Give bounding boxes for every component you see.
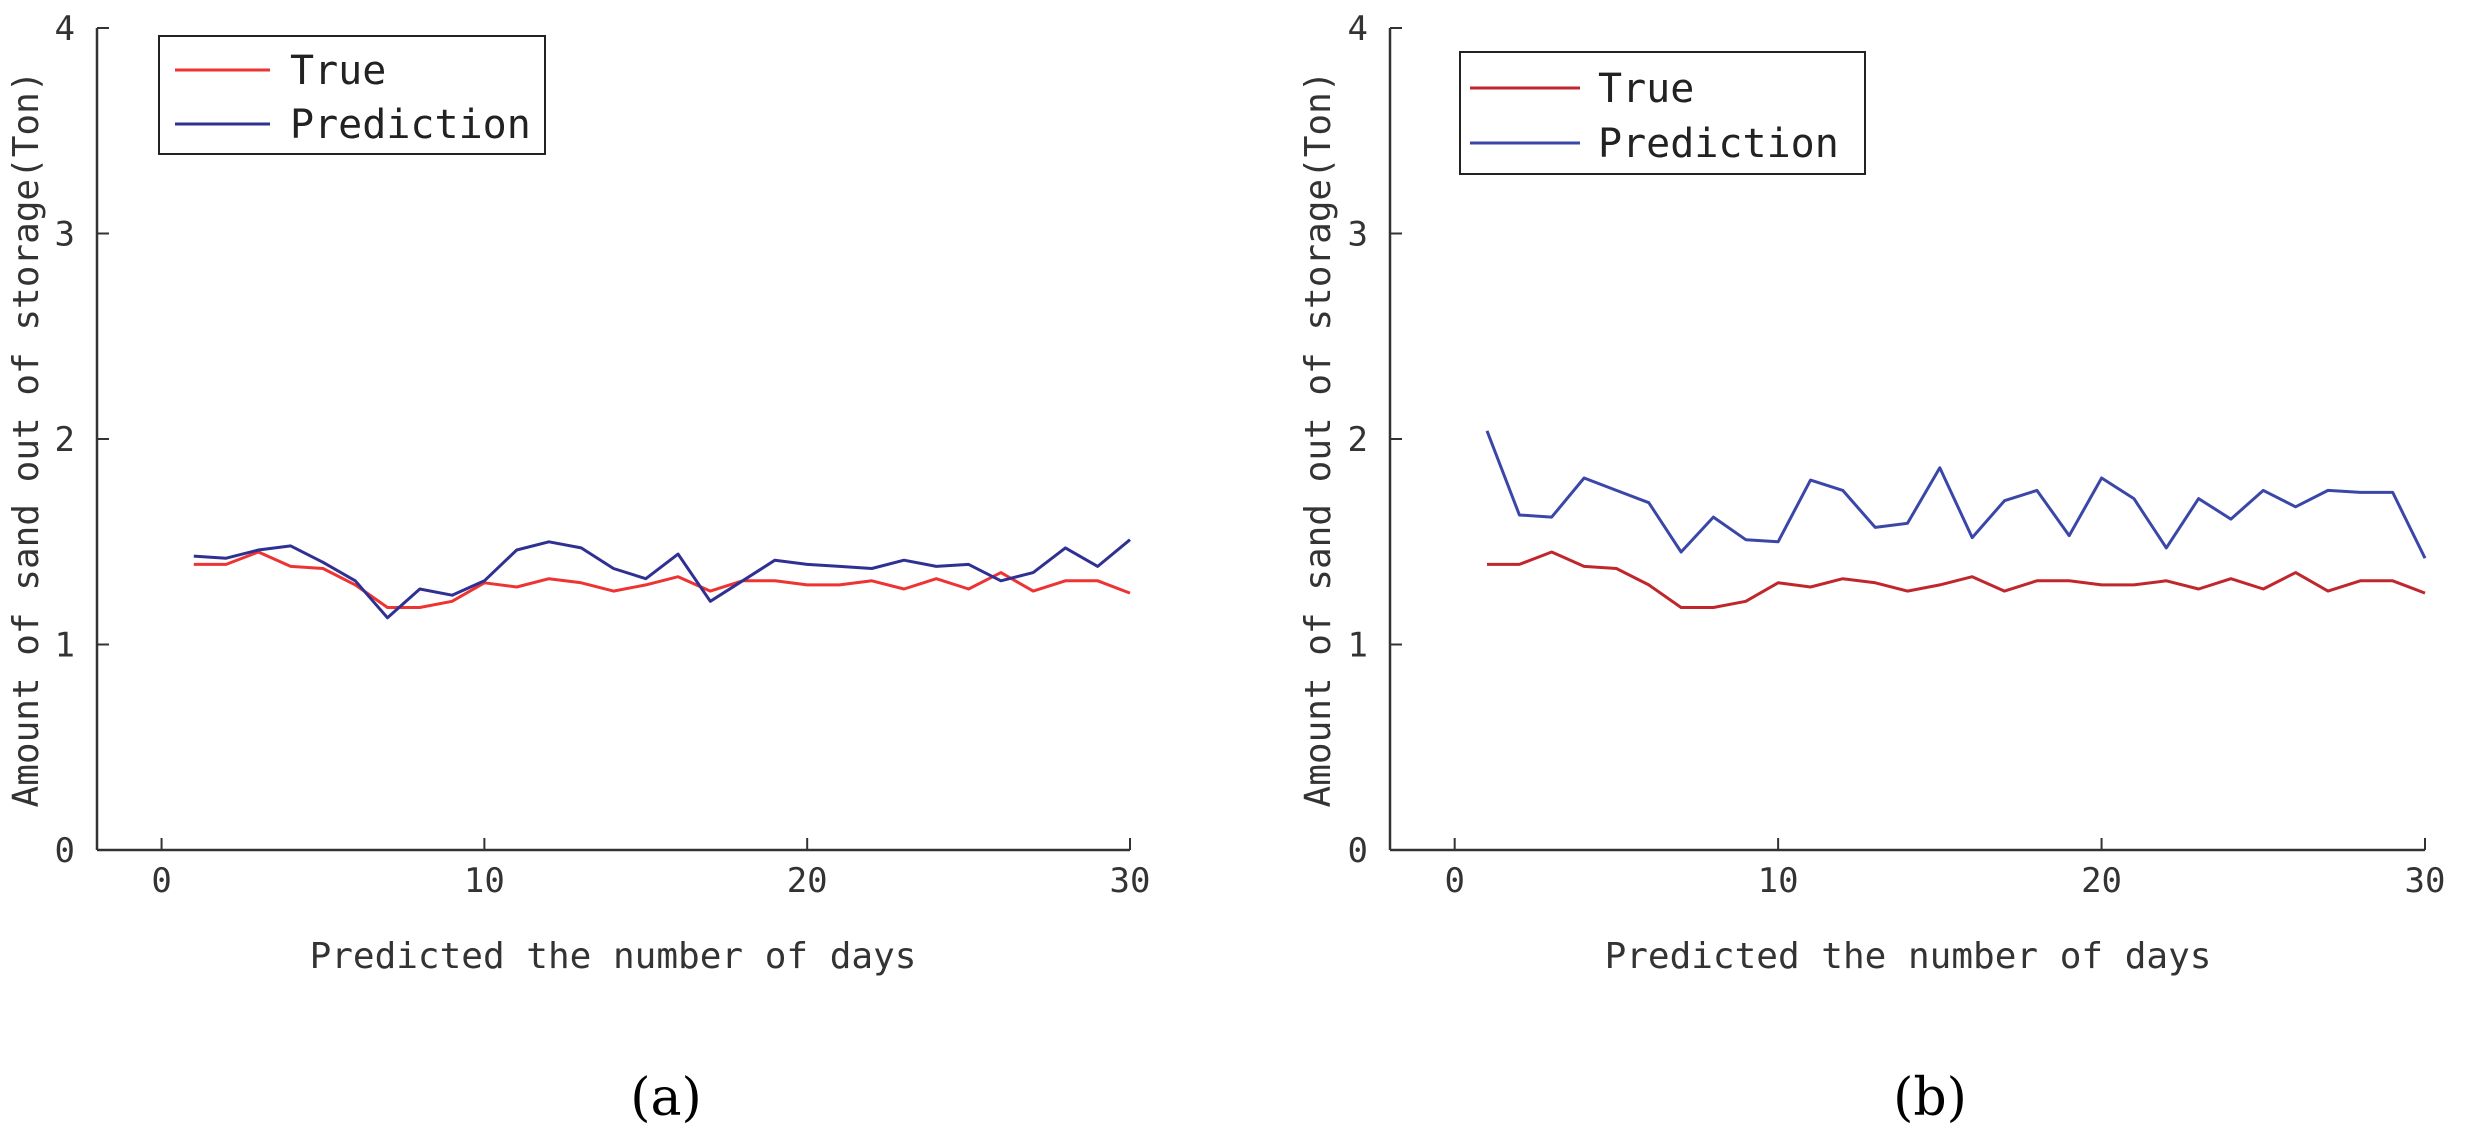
panel-b-caption: (b) (1893, 1068, 1967, 1128)
panel-b: 0 10 20 30 0 1 2 3 4 Predicted the number of day… (1298, 9, 2445, 1128)
panel-a: 0 10 20 30 0 1 2 3 4 Predicted the number of day… (6, 9, 1150, 1128)
panel-a-series (193, 538, 1131, 620)
panel-a-x-axis-label: Predicted the number of days (310, 936, 917, 977)
panel-b-legend-box (1459, 51, 1866, 175)
panel-b-legend-true-label: True (1598, 66, 1694, 112)
panel-a-x-tick-label: 20 (787, 861, 828, 901)
panel-b-legend-prediction-label: Prediction (1598, 121, 1839, 167)
panel-b-y-tick-label: 4 (1348, 9, 1368, 49)
panel-b-y-axis-label: Amount of sand out of storage(Ton) (1298, 71, 1339, 808)
panel-b-x-axis-label: Predicted the number of days (1605, 936, 2212, 977)
panel-a-series-prediction-line (193, 538, 1131, 620)
panel-b-x-tick-label: 30 (2405, 861, 2446, 901)
panel-a-caption: (a) (630, 1068, 702, 1128)
panel-b-series-prediction-line (1485, 430, 2427, 559)
panel-a-series-true-line (193, 550, 1131, 609)
panel-b-y-tick-label: 0 (1348, 831, 1368, 871)
panel-a-legend-box (158, 35, 546, 155)
panel-b-x-tick-label: 20 (2081, 861, 2122, 901)
panel-a-legend-prediction-label: Prediction (290, 102, 531, 148)
panel-b-y-tick-label: 1 (1348, 626, 1368, 666)
panel-a-y-tick-label: 2 (55, 420, 75, 460)
panel-a-x-tick-label: 30 (1110, 861, 1151, 901)
panel-b-ticks: 0 10 20 30 0 1 2 3 4 (1348, 9, 2446, 901)
panel-b-x-tick-label: 10 (1758, 861, 1799, 901)
panel-a-x-tick-label: 0 (151, 861, 171, 901)
panel-a-y-tick-label: 4 (55, 9, 75, 49)
panel-a-y-tick-label: 1 (55, 626, 75, 666)
panel-a-y-tick-label: 0 (55, 831, 75, 871)
panel-a-legend: True Prediction (158, 35, 546, 155)
panel-b-series (1485, 430, 2427, 609)
panel-a-x-tick-label: 10 (464, 861, 505, 901)
panel-b-series-true-line (1487, 550, 2426, 609)
panel-b-y-tick-label: 2 (1348, 420, 1368, 460)
panel-b-y-tick-label: 3 (1348, 215, 1368, 255)
panel-a-y-tick-label: 3 (55, 215, 75, 255)
panel-a-y-axis-label: Amount of sand out of storage(Ton) (6, 71, 47, 808)
panel-a-legend-true-label: True (290, 48, 386, 94)
panel-b-legend: True Prediction (1459, 51, 1866, 175)
panel-a-ticks: 0 10 20 30 0 1 2 3 4 (55, 9, 1151, 901)
panel-b-x-tick-label: 0 (1444, 861, 1464, 901)
